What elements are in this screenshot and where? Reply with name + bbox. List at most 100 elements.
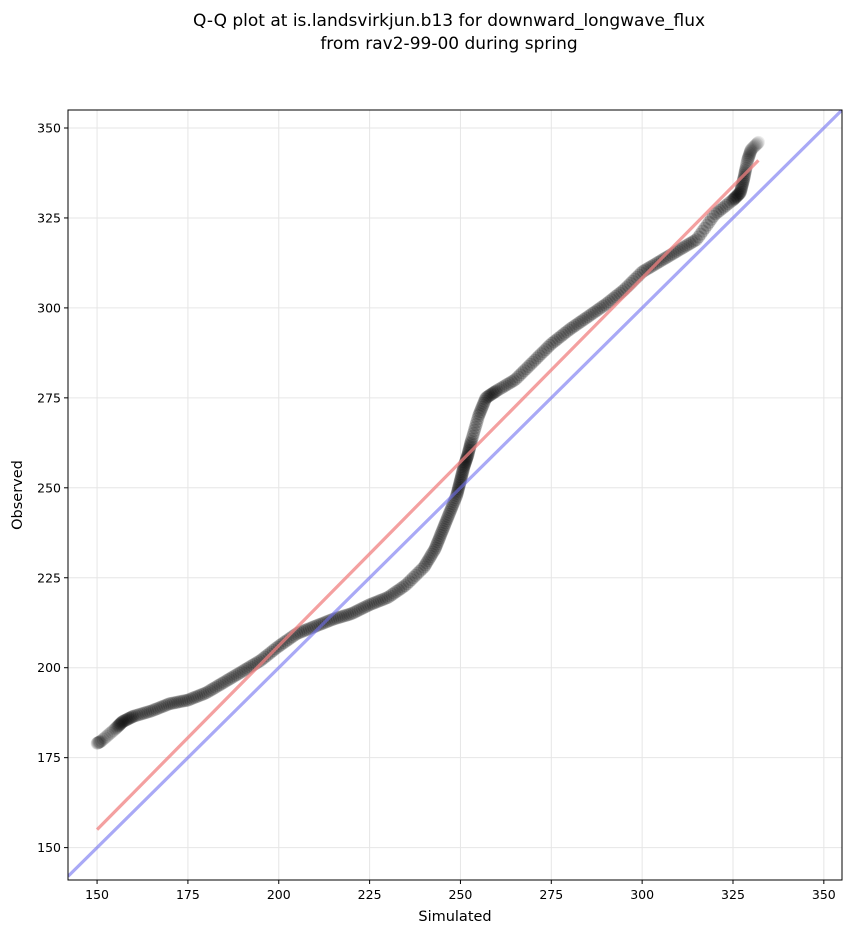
quantile-point [336, 609, 350, 623]
quantile-point [324, 613, 338, 627]
quantile-point [114, 716, 128, 730]
quantile-point [91, 736, 105, 750]
quantile-point [141, 705, 155, 719]
quantile-point [477, 396, 491, 410]
quantile-point [115, 715, 129, 729]
quantile-point [411, 566, 425, 580]
quantile-point [112, 718, 126, 732]
quantile-point [459, 453, 473, 467]
quantile-point [494, 381, 508, 395]
quantile-point [429, 539, 443, 553]
quantile-point [728, 191, 742, 205]
quantile-point [188, 690, 202, 704]
quantile-point [483, 388, 497, 402]
quantile-point [173, 695, 187, 709]
quantile-point [128, 709, 142, 723]
quantile-point [456, 465, 470, 479]
quantile-point [746, 140, 760, 154]
quantile-point [228, 669, 242, 683]
quantile-point [404, 573, 418, 587]
quantile-point [745, 142, 759, 156]
quantile-point [733, 185, 747, 199]
quantile-point [478, 392, 492, 406]
quantile-point [482, 389, 496, 403]
quantile-point [445, 499, 459, 513]
y-axis-label: Observed [10, 460, 26, 530]
quantile-point [498, 379, 512, 393]
quantile-point [95, 734, 108, 748]
quantile-point [744, 143, 758, 157]
quantile-point [96, 732, 110, 746]
x-tick-label: 175 [176, 887, 200, 902]
quantile-point [94, 735, 107, 749]
quantile-point [740, 155, 754, 169]
quantile-point [209, 680, 223, 694]
quantile-point [439, 516, 453, 530]
quantile-point [186, 691, 199, 705]
quantile-point [105, 725, 119, 739]
y-tick-label: 275 [37, 390, 61, 405]
quantile-point [689, 233, 703, 247]
quantile-point [500, 377, 514, 391]
quantile-point [464, 435, 478, 449]
quantile-point [706, 209, 720, 223]
quantile-point [530, 351, 544, 365]
quantile-point [744, 144, 757, 158]
quantile-point [415, 562, 429, 576]
quantile-point [109, 721, 123, 735]
quantile-point [232, 666, 246, 680]
quantile-point [372, 594, 386, 608]
quantile-point [93, 735, 107, 749]
quantile-point [738, 164, 752, 178]
quantile-point [110, 720, 124, 734]
quantile-point [742, 148, 756, 162]
quantile-point [475, 400, 489, 414]
quantile-point [211, 679, 225, 693]
quantile-point [389, 585, 403, 598]
quantile-point [515, 366, 529, 380]
quantile-point [743, 146, 757, 160]
quantile-point [553, 330, 567, 344]
quantile-point [711, 205, 725, 219]
quantile-point [443, 505, 457, 519]
quantile-point [551, 331, 565, 345]
quantile-point [183, 692, 197, 706]
quantile-point [522, 360, 535, 373]
quantile-point [339, 609, 352, 622]
x-tick-label: 250 [449, 887, 473, 902]
quantile-point [177, 694, 191, 708]
quantile-point [539, 343, 552, 357]
quantile-point [158, 699, 172, 713]
quantile-point [560, 325, 574, 339]
quantile-point [194, 688, 208, 702]
quantile-point [162, 697, 176, 711]
quantile-point [241, 661, 255, 675]
quantile-point [726, 193, 739, 207]
quantile-point [452, 480, 466, 494]
quantile-point [751, 136, 765, 150]
quantile-point [302, 622, 316, 636]
quantile-point [446, 497, 460, 511]
quantile-point [700, 218, 714, 232]
quantile-point [455, 467, 469, 480]
quantile-point [426, 545, 440, 559]
quantile-point [733, 186, 747, 200]
quantile-point [156, 700, 170, 713]
quantile-point [481, 390, 495, 404]
quantile-point [742, 150, 756, 163]
quantile-point [717, 200, 731, 214]
quantile-point [564, 321, 578, 335]
quantile-point [119, 713, 132, 727]
quantile-point [532, 349, 546, 363]
quantile-point [741, 151, 755, 165]
quantile-point [387, 586, 401, 600]
quantile-point [379, 591, 393, 605]
quantile-point [431, 535, 445, 549]
quantile-point [143, 704, 157, 718]
quantile-point [190, 690, 204, 704]
quantile-point [116, 715, 130, 728]
quantile-point [585, 307, 599, 321]
x-tick-label: 325 [721, 887, 745, 902]
quantile-point [528, 353, 542, 367]
